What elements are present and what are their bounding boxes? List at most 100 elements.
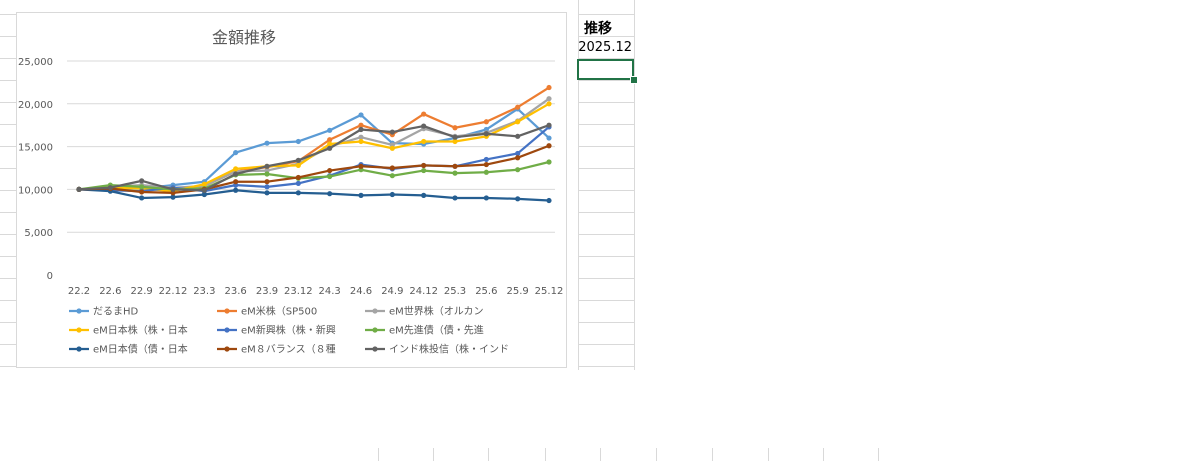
data-point (233, 149, 239, 156)
data-point (452, 138, 458, 145)
data-point (327, 127, 333, 133)
sheet-gridline (0, 102, 16, 103)
x-tick-label: 22.2 (68, 286, 90, 297)
sheet-gridline (578, 366, 634, 367)
data-point (515, 150, 521, 157)
sheet-gridline (545, 448, 546, 461)
active-cell-selection[interactable] (577, 59, 634, 80)
sheet-gridline (656, 448, 657, 461)
sheet-gridline (0, 58, 16, 59)
sheet-gridline (578, 256, 634, 257)
legend-label: eM８バランス（８種 (241, 343, 336, 356)
data-point (452, 170, 458, 176)
data-point (358, 112, 364, 118)
data-point (389, 191, 395, 198)
sheet-gridline (0, 146, 16, 147)
sheet-gridline (578, 0, 579, 370)
data-point (483, 161, 489, 168)
data-point (107, 185, 113, 191)
data-point (421, 167, 427, 174)
data-point (546, 101, 552, 107)
x-tick-label: 25.6 (475, 286, 497, 297)
data-point (201, 181, 207, 187)
data-point (452, 125, 458, 131)
sheet-gridline (578, 344, 634, 345)
x-tick-label: 23.3 (193, 286, 215, 297)
x-tick-label: 22.6 (99, 286, 121, 297)
data-point (389, 173, 395, 179)
sheet-gridline (823, 448, 824, 461)
sheet-gridline (0, 190, 16, 191)
sheet-gridline (578, 146, 634, 147)
data-point (295, 162, 301, 169)
data-point (170, 186, 176, 192)
data-point (515, 167, 521, 173)
sheet-gridline (0, 256, 16, 257)
data-point (452, 163, 458, 169)
legend-label: eM米株（SP500 (241, 305, 317, 318)
data-point (327, 137, 333, 143)
data-point (264, 140, 270, 146)
sheet-gridline (578, 14, 634, 15)
sheet-gridline (0, 366, 16, 367)
series-line (78, 160, 550, 191)
legend-marker (224, 327, 230, 333)
data-point (264, 171, 270, 177)
x-tick-label: 24.9 (381, 286, 403, 297)
data-point (264, 184, 270, 190)
x-tick-label: 23.6 (225, 286, 247, 297)
legend-label: eM日本株（株・日本 (93, 324, 188, 337)
data-point (295, 180, 301, 187)
sheet-gridline (634, 0, 635, 370)
data-point (139, 195, 145, 201)
data-point (483, 195, 489, 201)
data-point (201, 191, 207, 198)
data-point (389, 165, 395, 171)
data-point (233, 187, 239, 193)
legend-marker (76, 327, 82, 333)
sheet-gridline (578, 322, 634, 323)
sheet-gridline (878, 448, 879, 461)
sheet-gridline (0, 168, 16, 169)
data-point (421, 123, 427, 129)
legend-marker (372, 308, 378, 314)
series-line (78, 144, 550, 194)
data-point (233, 166, 239, 172)
legend-marker (76, 308, 82, 314)
data-point (295, 174, 301, 181)
data-point (327, 191, 333, 197)
sheet-gridline (578, 190, 634, 191)
series-line (78, 126, 550, 193)
data-point (546, 197, 552, 204)
data-point (358, 192, 364, 198)
data-point (421, 111, 427, 117)
series-line (78, 97, 550, 191)
data-point (452, 195, 458, 201)
sheet-gridline (578, 168, 634, 169)
sheet-gridline (0, 300, 16, 301)
sheet-gridline (0, 124, 16, 125)
line-chart: 金額推移 0 5,000 10,000 15,000 20,000 25,000 22.2… (18, 28, 563, 356)
sheet-gridline (578, 102, 634, 103)
data-point (546, 143, 552, 149)
fill-handle[interactable] (630, 76, 638, 84)
data-point (546, 159, 552, 165)
sheet-gridline (578, 58, 634, 59)
header-cell[interactable]: 推移 (584, 21, 612, 37)
data-point (483, 131, 489, 137)
value-cell[interactable]: 2025.12 (578, 40, 632, 55)
data-point (327, 173, 333, 180)
x-tick-label: 22.9 (131, 286, 153, 297)
chart-area[interactable]: 金額推移 0 5,000 10,000 15,000 20,000 25,000 22.2… (16, 12, 567, 368)
x-tick-label: 24.6 (350, 286, 372, 297)
data-point (233, 179, 239, 185)
series-line (78, 124, 550, 192)
sheet-gridline (433, 448, 434, 461)
sheet-gridline (0, 322, 16, 323)
legend-marker (372, 327, 378, 333)
data-point (170, 194, 176, 200)
data-point (358, 122, 364, 128)
legend-marker (372, 346, 378, 352)
x-tick-label: 23.12 (284, 286, 313, 297)
